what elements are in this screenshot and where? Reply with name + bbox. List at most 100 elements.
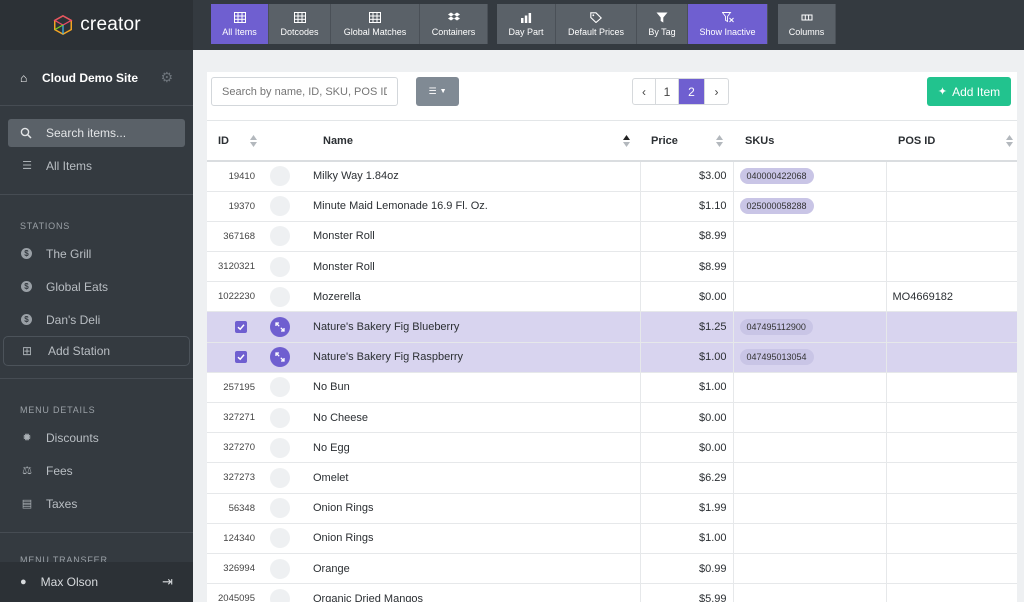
cell-pos-id	[885, 161, 1017, 192]
cell-name[interactable]: Mozerella	[307, 281, 640, 313]
logout-icon[interactable]: ⇥	[162, 574, 173, 589]
table-row[interactable]: 367168 Monster Roll $8.99	[207, 221, 1017, 253]
creator-logo-icon	[53, 14, 73, 36]
cell-image	[267, 432, 307, 464]
table-row[interactable]: 124340 Onion Rings $1.00	[207, 523, 1017, 554]
cell-name[interactable]: Milky Way 1.84oz	[307, 161, 640, 192]
table-row[interactable]: 19410 Milky Way 1.84oz $3.00 040000422068	[207, 161, 1017, 192]
sidebar-item-station[interactable]: $ Dan's Deli	[0, 303, 193, 336]
items-table-body: 19410 Milky Way 1.84oz $3.00 040000422068 19…	[207, 161, 1017, 602]
cell-name[interactable]: No Cheese	[307, 402, 640, 434]
toolbar-button-label: All Items	[222, 26, 257, 37]
cell-price[interactable]: $5.99	[639, 583, 733, 602]
table-row[interactable]: Nature's Bakery Fig Raspberry $1.00 047495…	[207, 342, 1017, 373]
cell-name[interactable]: Onion Rings	[307, 493, 640, 524]
cell-price[interactable]: $0.00	[639, 281, 733, 313]
user-profile[interactable]: ● Max Olson ⇥	[0, 562, 193, 602]
row-checkbox[interactable]	[235, 350, 247, 363]
toolbar-columns-button[interactable]: Columns	[778, 4, 836, 44]
pagination-page-1[interactable]: 1	[656, 79, 679, 104]
items-search-input[interactable]	[211, 77, 398, 106]
toolbar-global-matches-button[interactable]: Global Matches	[331, 4, 420, 44]
toolbar-all-items-button[interactable]: All Items	[211, 4, 269, 44]
column-header-pos-id[interactable]: POS ID	[886, 121, 1017, 162]
column-header-price[interactable]: Price	[640, 121, 733, 162]
filter-icon	[656, 12, 668, 22]
cell-price[interactable]: $8.99	[639, 251, 733, 283]
sidebar-item-station[interactable]: $ Global Eats	[0, 270, 193, 303]
cell-price[interactable]: $6.29	[639, 462, 733, 494]
column-header-name[interactable]: Name	[307, 121, 640, 162]
cell-price[interactable]: $1.25	[639, 311, 733, 343]
sidebar-item-taxes[interactable]: ▤ Taxes	[0, 487, 193, 520]
dropbox-icon	[447, 12, 460, 20]
toolbar-default-prices-button[interactable]: Default Prices	[556, 4, 637, 44]
cell-name[interactable]: Minute Maid Lemonade 16.9 Fl. Oz.	[307, 191, 640, 222]
expand-icon[interactable]	[270, 317, 290, 338]
add-item-button[interactable]: ✦ Add Item	[927, 77, 1011, 106]
scale-icon: ⚖	[22, 465, 32, 477]
table-row[interactable]: 1022230 Mozerella $0.00 MO4669182	[207, 281, 1017, 313]
cell-name[interactable]: Omelet	[307, 462, 640, 494]
sidebar-item-fees[interactable]: ⚖ Fees	[0, 454, 193, 487]
table-row[interactable]: 327270 No Egg $0.00	[207, 432, 1017, 464]
cell-price[interactable]: $0.00	[639, 402, 733, 434]
cell-name[interactable]: Monster Roll	[307, 251, 640, 283]
pagination-page-2[interactable]: 2	[679, 79, 705, 104]
pagination-next-button[interactable]: ›	[714, 84, 719, 99]
cell-skus	[732, 221, 886, 253]
table-row[interactable]: 327271 No Cheese $0.00	[207, 402, 1017, 434]
cell-price[interactable]: $0.99	[639, 553, 733, 585]
logo[interactable]: creator	[0, 0, 193, 50]
cell-pos-id	[885, 311, 1017, 343]
toolbar-show-inactive-button[interactable]: Show Inactive	[688, 4, 768, 44]
column-header-skus[interactable]: SKUs	[733, 121, 886, 162]
cell-price[interactable]: $1.99	[639, 493, 733, 524]
cell-price[interactable]: $0.00	[639, 432, 733, 464]
cell-price[interactable]: $1.00	[639, 342, 733, 373]
cell-name[interactable]: Orange	[307, 553, 640, 585]
sidebar-item-discounts[interactable]: ✹ Discounts	[0, 421, 193, 454]
cell-skus	[732, 523, 886, 554]
cell-name[interactable]: Onion Rings	[307, 523, 640, 554]
sidebar-search-input[interactable]: Search items...	[8, 119, 185, 147]
pagination-prev-button[interactable]: ‹	[633, 79, 656, 104]
cell-name[interactable]: No Bun	[307, 372, 640, 404]
cell-name[interactable]: Monster Roll	[307, 221, 640, 253]
cell-skus: 047495112900	[732, 311, 886, 343]
table-row[interactable]: 2045095 Organic Dried Mangos $5.99	[207, 583, 1017, 602]
row-checkbox[interactable]	[235, 320, 247, 333]
table-row[interactable]: 327273 Omelet $6.29	[207, 462, 1017, 494]
sidebar-item-all-items[interactable]: ☰ All Items	[0, 149, 193, 182]
cell-price[interactable]: $1.00	[639, 523, 733, 554]
sidebar-item-station[interactable]: $ The Grill	[0, 237, 193, 270]
toolbar-containers-button[interactable]: Containers	[420, 4, 488, 44]
site-settings-gear-icon[interactable]: ⚙	[160, 69, 173, 85]
expand-icon[interactable]	[270, 347, 290, 368]
column-header-id[interactable]: ID	[207, 121, 267, 162]
view-mode-dropdown-button[interactable]: ☰ ▼	[416, 77, 459, 106]
sku-badge: 047495013054	[739, 349, 814, 366]
cell-pos-id	[885, 251, 1017, 283]
table-row[interactable]: 326994 Orange $0.99	[207, 553, 1017, 585]
cell-price[interactable]: $8.99	[639, 221, 733, 253]
cell-name[interactable]: Organic Dried Mangos	[307, 583, 640, 602]
table-row[interactable]: Nature's Bakery Fig Blueberry $1.25 047495…	[207, 311, 1017, 343]
cell-id	[207, 311, 267, 343]
cell-skus	[732, 372, 886, 404]
cell-price[interactable]: $3.00	[639, 161, 733, 192]
toolbar-dotcodes-button[interactable]: Dotcodes	[269, 4, 331, 44]
table-row[interactable]: 257195 No Bun $1.00	[207, 372, 1017, 404]
add-station-button[interactable]: ⊞ Add Station	[3, 336, 190, 366]
cell-price[interactable]: $1.10	[639, 191, 733, 222]
cell-price[interactable]: $1.00	[639, 372, 733, 404]
cell-name[interactable]: Nature's Bakery Fig Raspberry	[307, 342, 640, 373]
site-selector[interactable]: ⌂ Cloud Demo Site ⚙	[0, 50, 193, 106]
cell-name[interactable]: No Egg	[307, 432, 640, 464]
toolbar-by-tag-button[interactable]: By Tag	[637, 4, 688, 44]
cell-name[interactable]: Nature's Bakery Fig Blueberry	[307, 311, 640, 343]
toolbar-day-part-button[interactable]: Day Part	[497, 4, 556, 44]
table-row[interactable]: 3120321 Monster Roll $8.99	[207, 251, 1017, 283]
table-row[interactable]: 19370 Minute Maid Lemonade 16.9 Fl. Oz. $1…	[207, 191, 1017, 222]
table-row[interactable]: 56348 Onion Rings $1.99	[207, 493, 1017, 524]
